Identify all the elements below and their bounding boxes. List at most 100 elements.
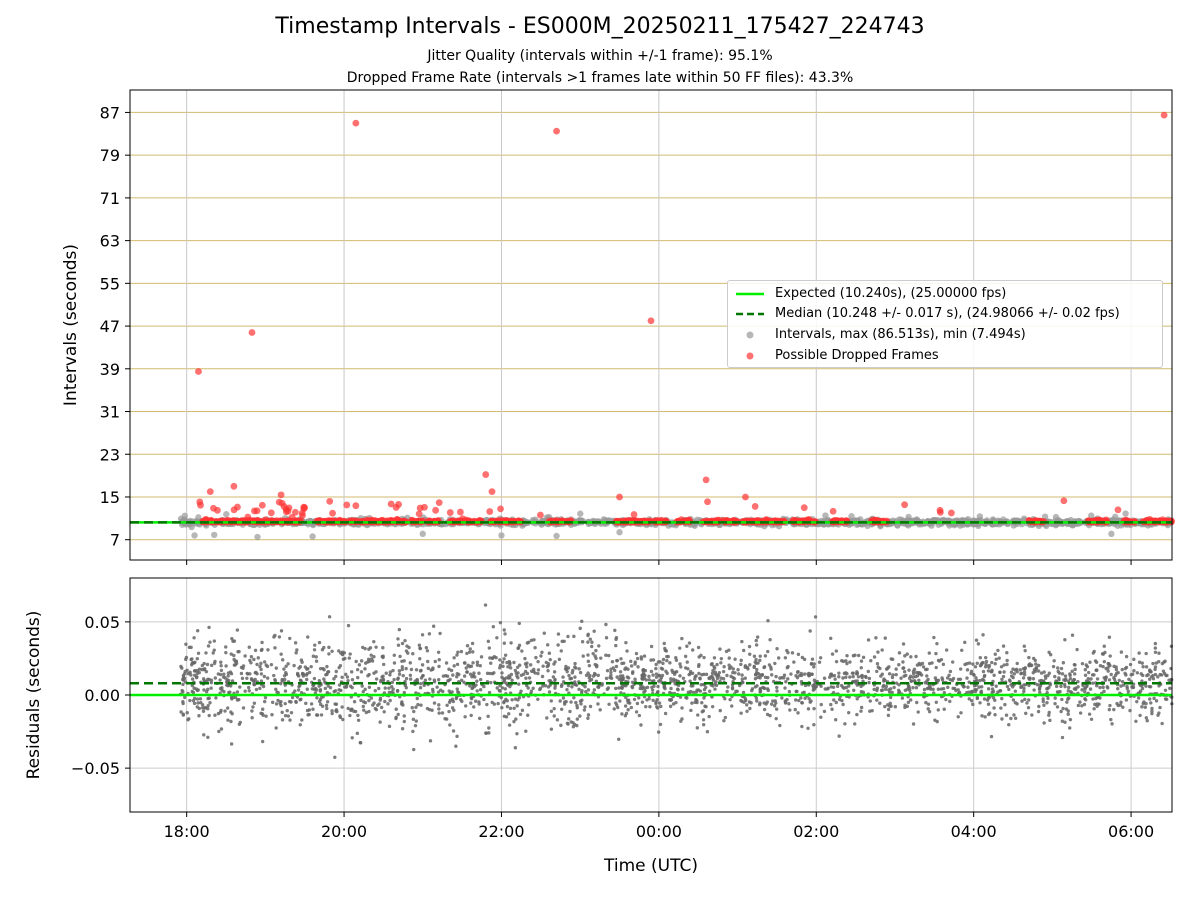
residual-point [830,707,834,711]
residual-point [834,659,839,664]
residual-point [272,635,276,639]
residual-point [739,698,743,703]
residual-point [1053,696,1057,700]
residual-point [213,659,217,664]
residual-point [306,713,310,717]
residual-point [363,700,368,705]
residual-point [419,668,423,673]
residual-point [464,666,468,670]
residual-point [1119,700,1123,704]
residual-point [1045,701,1049,705]
residual-point [552,714,556,718]
residual-point [1092,673,1096,677]
residual-point [630,680,635,684]
residual-point [1023,697,1027,702]
residual-point [1144,665,1149,669]
residual-point [388,698,392,703]
residual-point [277,635,282,639]
residual-point [437,707,441,711]
residual-point [856,675,861,679]
residual-point [192,686,196,690]
residual-point [1009,670,1014,674]
residual-point [261,684,266,689]
residual-point [902,674,906,678]
residual-point [829,685,833,689]
residual-point [799,696,803,700]
residual-point [489,680,493,685]
residual-point [472,684,477,689]
residual-point [625,675,630,679]
residual-point [847,684,851,688]
residual-point [766,688,770,693]
residual-point [1063,720,1067,724]
residual-point [1009,674,1014,678]
residual-point [962,684,966,689]
residual-point [1060,697,1064,702]
residual-point [349,670,354,674]
residual-point [497,688,502,693]
residual-point [485,702,489,707]
residual-point [1159,673,1164,677]
residual-point [619,657,623,661]
residual-point [1072,687,1077,691]
residual-point [951,660,955,664]
residual-point [292,663,296,668]
interval-point [848,513,855,520]
residual-point [1107,678,1112,682]
residual-point [883,636,887,640]
residual-point [626,708,630,712]
residual-point [586,713,591,717]
residual-point [733,657,737,661]
residual-point [404,649,409,653]
residual-point [793,707,797,712]
residual-point [235,690,240,694]
residual-point [296,688,301,692]
residual-point [926,707,930,711]
residual-point [388,670,393,674]
residual-point [360,684,364,688]
residual-point [1023,648,1027,653]
residual-point [262,699,267,704]
residual-point [202,733,206,737]
residual-point [678,662,682,666]
residual-point [741,690,746,695]
residual-point [969,669,974,674]
residual-point [513,697,518,701]
residual-point [959,711,963,715]
residual-point [279,629,284,633]
residual-point [868,699,872,703]
residual-point [455,662,460,667]
residual-point [492,655,497,659]
residual-point [916,710,920,714]
residual-point [500,686,505,690]
interval-point [419,530,426,538]
residual-point [317,640,322,645]
residual-point [908,674,913,679]
residual-point [769,667,773,671]
dropped-frame-point [275,498,283,506]
residual-point [1091,697,1095,701]
residual-point [901,642,906,646]
residual-point [252,657,256,662]
residual-point [639,655,643,659]
residual-point [973,688,977,692]
residual-point [813,615,818,619]
dropped-frame-point [285,504,293,512]
interval-point [1112,513,1119,521]
residual-point [523,669,528,674]
residual-point [580,619,584,624]
residual-point [1135,699,1139,704]
residual-point [211,651,215,655]
residual-point [179,664,183,669]
residual-point [851,674,855,679]
residual-point [1007,687,1011,692]
residual-point [975,661,979,665]
residual-point [1091,651,1095,655]
dropped-frame-point [630,511,638,518]
residual-point [185,668,189,672]
residual-point [229,742,234,746]
residual-point [617,737,621,741]
residual-point [834,649,839,653]
residual-point [688,679,692,683]
residual-point [1114,667,1119,672]
